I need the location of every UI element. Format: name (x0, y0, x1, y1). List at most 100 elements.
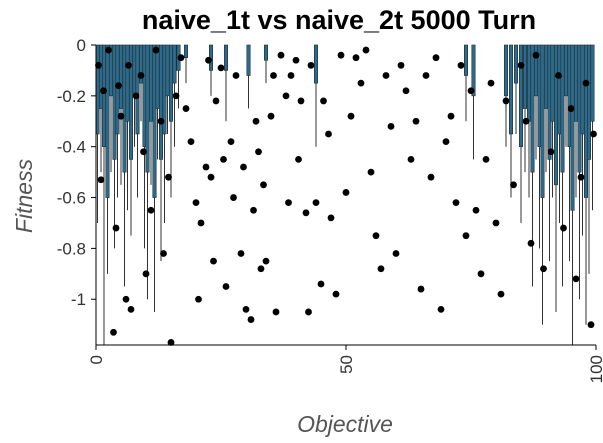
bar-45 (550, 44, 555, 122)
point-14 (142, 270, 150, 278)
point-97 (482, 156, 490, 163)
point-103 (517, 61, 525, 69)
point-2 (100, 87, 107, 95)
y-axis-title: Fitness (11, 158, 37, 233)
bar-39 (530, 44, 535, 173)
point-95 (472, 206, 480, 214)
bar-6 (115, 44, 120, 135)
bar-17 (152, 44, 157, 198)
point-3 (105, 46, 112, 54)
x-tick-label: 50 (337, 355, 356, 374)
point-115 (587, 321, 595, 329)
x-axis-title: Objective (297, 411, 393, 437)
point-62 (312, 199, 320, 207)
point-69 (342, 189, 350, 196)
bar-51 (570, 44, 575, 211)
bar-42 (540, 44, 545, 198)
point-114 (582, 79, 590, 87)
bar-27 (224, 44, 229, 71)
point-49 (267, 112, 275, 120)
bar-35 (513, 44, 518, 84)
bar-9 (125, 44, 130, 122)
x-tick-label: 0 (87, 355, 106, 364)
point-72 (357, 79, 365, 87)
point-90 (447, 112, 455, 120)
point-113 (577, 173, 585, 181)
y-tick-label: 0 (77, 36, 86, 55)
point-54 (285, 199, 292, 207)
point-43 (250, 206, 257, 214)
point-66 (327, 214, 335, 222)
point-16 (152, 46, 160, 54)
point-6 (115, 82, 122, 90)
point-74 (367, 168, 375, 176)
point-104 (522, 117, 530, 125)
point-8 (122, 295, 130, 303)
point-51 (272, 308, 280, 316)
point-1 (97, 176, 105, 184)
point-61 (307, 61, 315, 69)
bar-31 (463, 44, 468, 76)
point-108 (547, 148, 555, 156)
point-21 (172, 92, 180, 100)
point-92 (457, 61, 465, 69)
point-59 (302, 209, 310, 217)
point-107 (540, 265, 547, 273)
point-91 (452, 199, 460, 207)
bar-3 (105, 44, 110, 198)
point-112 (572, 275, 580, 283)
point-24 (187, 138, 195, 146)
point-60 (305, 308, 312, 316)
y-tick-label: -0.2 (57, 87, 86, 106)
point-30 (207, 173, 215, 181)
bar-18 (155, 44, 160, 109)
bar-56 (586, 44, 591, 160)
point-50 (270, 72, 277, 79)
point-105 (527, 239, 535, 247)
bar-23 (172, 44, 177, 84)
point-34 (220, 156, 227, 163)
point-106 (532, 51, 540, 59)
point-39 (237, 250, 245, 257)
point-7 (117, 112, 125, 120)
y-tick-label: -0.8 (57, 239, 86, 258)
point-96 (477, 270, 485, 278)
point-9 (125, 61, 132, 69)
point-0 (95, 61, 102, 69)
point-4 (110, 328, 117, 336)
point-68 (337, 51, 345, 59)
axes-layer: 0 -0.2 -0.4 -0.6 -0.8 -1 0 50 100 (57, 36, 603, 383)
bar-16 (149, 44, 154, 122)
point-13 (140, 148, 147, 156)
point-67 (332, 290, 340, 298)
point-86 (427, 173, 435, 181)
point-70 (347, 112, 355, 120)
bar-54 (580, 44, 585, 135)
point-87 (432, 54, 440, 62)
point-101 (502, 97, 510, 105)
bar-49 (563, 44, 568, 97)
bar-7 (119, 44, 124, 109)
point-12 (137, 72, 145, 79)
bar-57 (590, 44, 595, 122)
point-37 (230, 194, 237, 201)
point-32 (212, 97, 220, 105)
bar-12 (135, 44, 140, 135)
point-35 (222, 283, 230, 290)
point-22 (177, 54, 185, 62)
point-89 (442, 138, 450, 146)
point-73 (362, 46, 370, 54)
point-77 (382, 72, 390, 79)
bars-layer (95, 44, 595, 345)
bar-36 (518, 44, 523, 147)
bar-29 (263, 44, 268, 61)
point-42 (247, 316, 255, 323)
point-109 (555, 72, 562, 79)
point-111 (567, 105, 575, 112)
point-47 (260, 181, 267, 189)
point-17 (157, 117, 165, 125)
point-26 (195, 295, 202, 303)
bar-52 (573, 44, 578, 122)
point-15 (147, 206, 155, 214)
